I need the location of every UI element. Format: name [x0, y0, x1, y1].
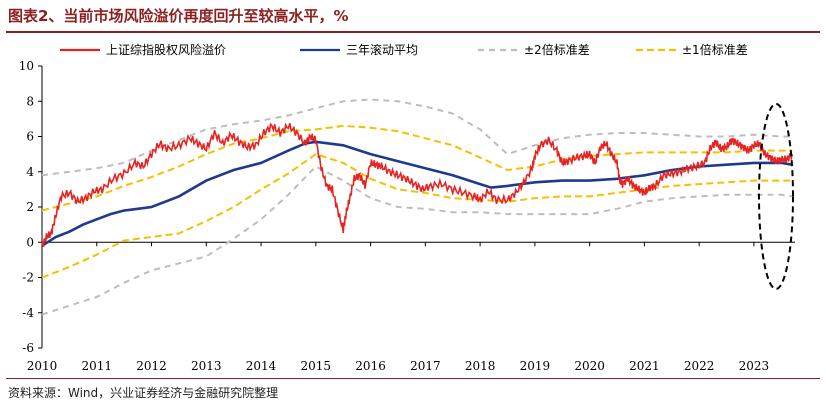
- x-tick-label: 2013: [191, 359, 222, 373]
- x-tick-label: 2017: [410, 359, 441, 373]
- chart-canvas: -6 -4 -2 0 2 4 6 8 10 2010 2011 2012 2013 2014 2015 201…: [19, 42, 795, 373]
- x-tick-label: 2010: [27, 359, 58, 373]
- legend-label: 上证综指股权风险溢价: [106, 42, 226, 57]
- chart-title: 图表2、当前市场风险溢价再度回升至较高水平，%: [8, 7, 349, 25]
- y-tick-label: 2: [26, 200, 34, 214]
- legend-label: ±1倍标准差: [682, 42, 748, 57]
- legend-label: 三年滚动平均: [346, 42, 418, 57]
- y-tick-label: 8: [26, 94, 34, 108]
- x-tick-label: 2021: [629, 359, 660, 373]
- highlight-ellipse: [758, 102, 794, 290]
- rolling-average-line: [41, 140, 793, 247]
- footer-rule: [6, 378, 820, 379]
- x-tick-label: 2014: [246, 359, 277, 373]
- title-rule: [6, 31, 820, 33]
- y-tick-label: 6: [26, 130, 34, 144]
- band-1sd-lower-line: [41, 152, 793, 279]
- x-tick-label: 2015: [301, 359, 332, 373]
- band-2sd-lower-line: [41, 165, 793, 316]
- source-note: 资料来源：Wind，兴业证券经济与金融研究院整理: [8, 386, 279, 400]
- y-tick-label: -2: [22, 271, 34, 285]
- band-2sd-upper-line: [41, 98, 793, 177]
- y-tick-label: 0: [26, 235, 34, 249]
- y-tick-label: 10: [19, 59, 34, 73]
- x-tick-label: 2011: [81, 359, 112, 373]
- y-tick-label: 4: [26, 165, 34, 179]
- x-tick-label: 2012: [136, 359, 167, 373]
- x-tick-label: 2022: [684, 359, 715, 373]
- y-tick-label: -4: [22, 306, 34, 320]
- x-tick-label: 2016: [355, 359, 386, 373]
- legend-label: ±2倍标准差: [524, 42, 590, 57]
- x-tick-label: 2023: [739, 359, 770, 373]
- x-tick-label: 2020: [574, 359, 605, 373]
- equity-risk-premium-line: [41, 122, 794, 247]
- x-tick-label: 2018: [465, 359, 496, 373]
- band-1sd-upper-line: [41, 124, 793, 212]
- x-tick-label: 2019: [520, 359, 551, 373]
- y-tick-label: -6: [22, 341, 34, 355]
